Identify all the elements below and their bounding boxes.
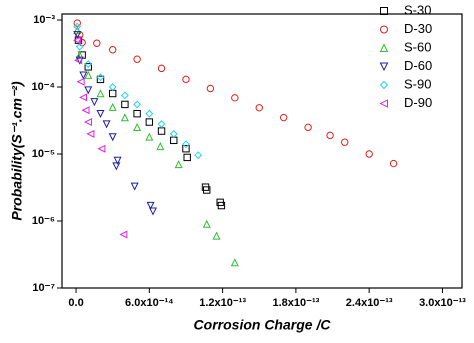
y-tick-label: 10⁻⁷ <box>32 282 55 294</box>
data-point <box>206 84 215 93</box>
data-point <box>108 46 117 54</box>
data-point <box>120 91 129 100</box>
data-point <box>79 93 88 102</box>
data-point <box>84 63 92 71</box>
data-point <box>79 71 88 80</box>
x-tick-label: 1.2x10⁻¹³ <box>199 297 246 309</box>
data-point <box>182 145 190 153</box>
data-point <box>194 151 203 160</box>
y-tick-label: 10⁻⁶ <box>32 215 55 227</box>
data-point <box>304 123 312 132</box>
legend-label: S-90 <box>404 76 431 91</box>
data-point <box>86 129 95 138</box>
y-tick-label: 10⁻⁵ <box>32 148 55 160</box>
data-point <box>182 140 190 149</box>
data-point <box>73 31 82 40</box>
data-point <box>133 100 142 109</box>
data-point <box>113 156 122 165</box>
data-point <box>169 129 178 138</box>
legend-marker <box>379 80 389 90</box>
data-point <box>96 89 105 98</box>
data-point <box>83 118 92 127</box>
data-point <box>108 102 117 111</box>
data-point <box>97 144 106 153</box>
data-point <box>156 142 165 151</box>
x-tick-label: 6.0x10⁻¹⁴ <box>125 297 174 309</box>
data-point <box>102 120 111 129</box>
y-axis-title: Probability(S⁻¹.cm⁻²) <box>9 81 25 221</box>
data-point <box>157 64 166 73</box>
data-point <box>203 186 211 194</box>
data-point <box>133 109 141 118</box>
data-point <box>74 36 83 44</box>
data-point <box>230 258 239 267</box>
data-point <box>73 26 82 35</box>
data-point <box>93 39 101 47</box>
data-point <box>75 42 84 51</box>
data-point <box>81 106 90 115</box>
legend-label: D-30 <box>404 21 432 36</box>
x-tick-label: 0.0 <box>68 297 83 309</box>
data-point <box>130 182 139 191</box>
x-tick-label: 3.0x10⁻¹³ <box>419 297 466 309</box>
data-point <box>133 123 142 132</box>
data-point <box>72 36 81 45</box>
plot-frame <box>61 13 463 289</box>
data-point <box>157 120 166 128</box>
data-point <box>145 109 154 118</box>
data-point <box>279 113 288 122</box>
data-point <box>389 159 398 168</box>
data-point <box>108 89 117 98</box>
data-point <box>326 131 334 140</box>
data-point <box>108 83 117 91</box>
legend-marker <box>379 62 389 72</box>
data-point <box>217 201 226 210</box>
data-point <box>96 75 105 84</box>
data-point <box>255 104 263 112</box>
data-point <box>74 56 83 65</box>
data-point <box>365 150 373 158</box>
x-tick-label: 1.8x10⁻¹³ <box>273 297 320 309</box>
data-point <box>212 231 221 240</box>
data-point <box>84 86 93 95</box>
legend-marker <box>380 7 388 15</box>
y-tick-label: 10⁻⁴ <box>32 81 55 93</box>
data-point <box>231 94 239 102</box>
data-point <box>108 133 117 142</box>
data-point <box>73 22 82 31</box>
data-point <box>84 70 93 79</box>
data-point <box>145 118 154 126</box>
legend-marker <box>380 25 388 34</box>
data-point <box>120 113 129 122</box>
data-point <box>174 160 183 169</box>
data-point <box>84 60 93 68</box>
x-axis-title: Corrosion Charge /C <box>194 317 332 333</box>
data-point <box>90 98 99 107</box>
data-point <box>133 55 141 63</box>
y-tick-label: 10⁻³ <box>33 14 55 26</box>
data-point <box>96 109 105 118</box>
data-point <box>202 219 211 228</box>
data-point <box>182 75 190 84</box>
legend-marker <box>379 99 388 108</box>
data-point <box>341 138 349 146</box>
legend-label: D-60 <box>404 58 432 73</box>
legend-label: D-90 <box>404 95 432 110</box>
data-point <box>148 207 158 216</box>
data-point <box>145 132 154 141</box>
data-point <box>157 127 166 135</box>
legend-label: S-30 <box>404 2 431 17</box>
legend-marker <box>379 43 389 52</box>
data-point <box>121 100 129 109</box>
legend-label: S-60 <box>404 39 431 54</box>
data-point <box>96 73 105 82</box>
data-point <box>76 77 85 86</box>
x-tick-label: 2.4x10⁻¹³ <box>346 297 393 309</box>
data-point <box>170 136 178 145</box>
data-point <box>146 201 155 210</box>
data-point <box>119 230 128 239</box>
data-point <box>183 153 191 162</box>
data-point <box>112 162 121 171</box>
